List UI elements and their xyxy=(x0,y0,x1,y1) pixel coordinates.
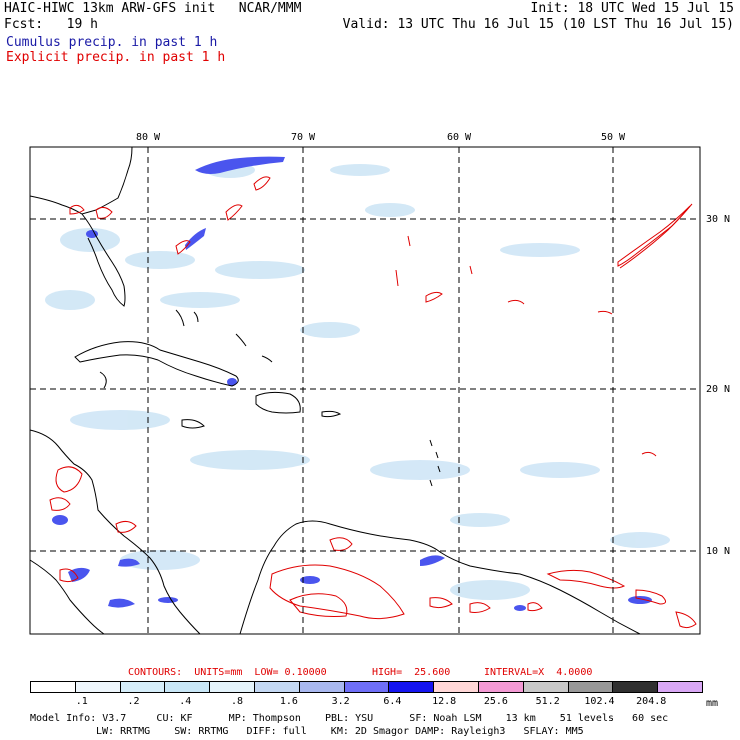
color-scale-cell xyxy=(299,682,345,692)
color-scale-tick: .1 xyxy=(75,696,88,707)
color-scale-tick: .4 xyxy=(179,696,192,707)
color-scale-cell xyxy=(568,682,614,692)
color-scale-tick: .2 xyxy=(127,696,140,707)
color-scale-cell xyxy=(434,682,479,692)
cumulus-heavy-areas xyxy=(52,156,652,611)
lat-label: 30 N xyxy=(706,214,730,225)
lon-label: 70 W xyxy=(291,132,316,143)
forecast-hour: Fcst: 19 h xyxy=(4,17,98,32)
contour-units: CONTOURS: UNITS=mm LOW= 0.10000 xyxy=(128,667,327,678)
valid-time: Valid: 13 UTC Thu 16 Jul 15 (10 LST Thu … xyxy=(342,17,734,32)
color-scale-cell xyxy=(120,682,166,692)
color-scale-cell xyxy=(75,682,121,692)
model-info-line2: LW: RRTMG SW: RRTMG DIFF: full KM: 2D Sm… xyxy=(96,726,584,737)
explicit-precip-contours xyxy=(49,176,697,629)
cumulus-light-areas xyxy=(45,162,670,600)
color-scale-tick: 1.6 xyxy=(279,696,298,707)
header-title: HAIC-HIWC 13km ARW-GFS init NCAR/MMM xyxy=(4,1,302,16)
model-info-line1: Model Info: V3.7 CU: KF MP: Thompson PBL… xyxy=(30,713,669,724)
init-time: Init: 18 UTC Wed 15 Jul 15 xyxy=(530,1,735,16)
color-scale-cell xyxy=(658,682,702,692)
contour-interval: INTERVAL=X 4.0000 xyxy=(484,667,593,678)
graticule xyxy=(30,147,700,634)
color-scale-tick: 25.6 xyxy=(483,696,508,707)
color-scale-cell xyxy=(389,682,435,692)
lon-label: 50 W xyxy=(601,132,626,143)
color-scale-tick: 102.4 xyxy=(584,696,615,707)
lon-label: 60 W xyxy=(447,132,472,143)
color-scale-cell xyxy=(523,682,569,692)
legend-cumulus: Cumulus precip. in past 1 h xyxy=(6,35,218,50)
color-scale-cell xyxy=(210,682,255,692)
contour-high: HIGH= 25.600 xyxy=(372,667,451,678)
color-scale-tick: 3.2 xyxy=(331,696,350,707)
coastlines xyxy=(29,146,641,635)
color-scale-cell xyxy=(31,682,76,692)
scale-unit: mm xyxy=(706,698,719,709)
lat-label: 10 N xyxy=(706,546,730,557)
color-scale-bar xyxy=(30,681,703,693)
color-scale-cell xyxy=(344,682,390,692)
color-scale-tick: 6.4 xyxy=(383,696,402,707)
lon-label: 80 W xyxy=(136,132,161,143)
color-scale-cell xyxy=(478,682,524,692)
color-scale-cell xyxy=(165,682,211,692)
color-scale-tick: 12.8 xyxy=(432,696,457,707)
legend-explicit: Explicit precip. in past 1 h xyxy=(6,50,226,65)
color-scale-cell xyxy=(254,682,300,692)
color-scale-cell xyxy=(613,682,659,692)
color-scale-tick: 204.8 xyxy=(636,696,667,707)
lat-label: 20 N xyxy=(706,384,730,395)
color-scale-tick: 51.2 xyxy=(535,696,560,707)
color-scale-tick: .8 xyxy=(231,696,244,707)
